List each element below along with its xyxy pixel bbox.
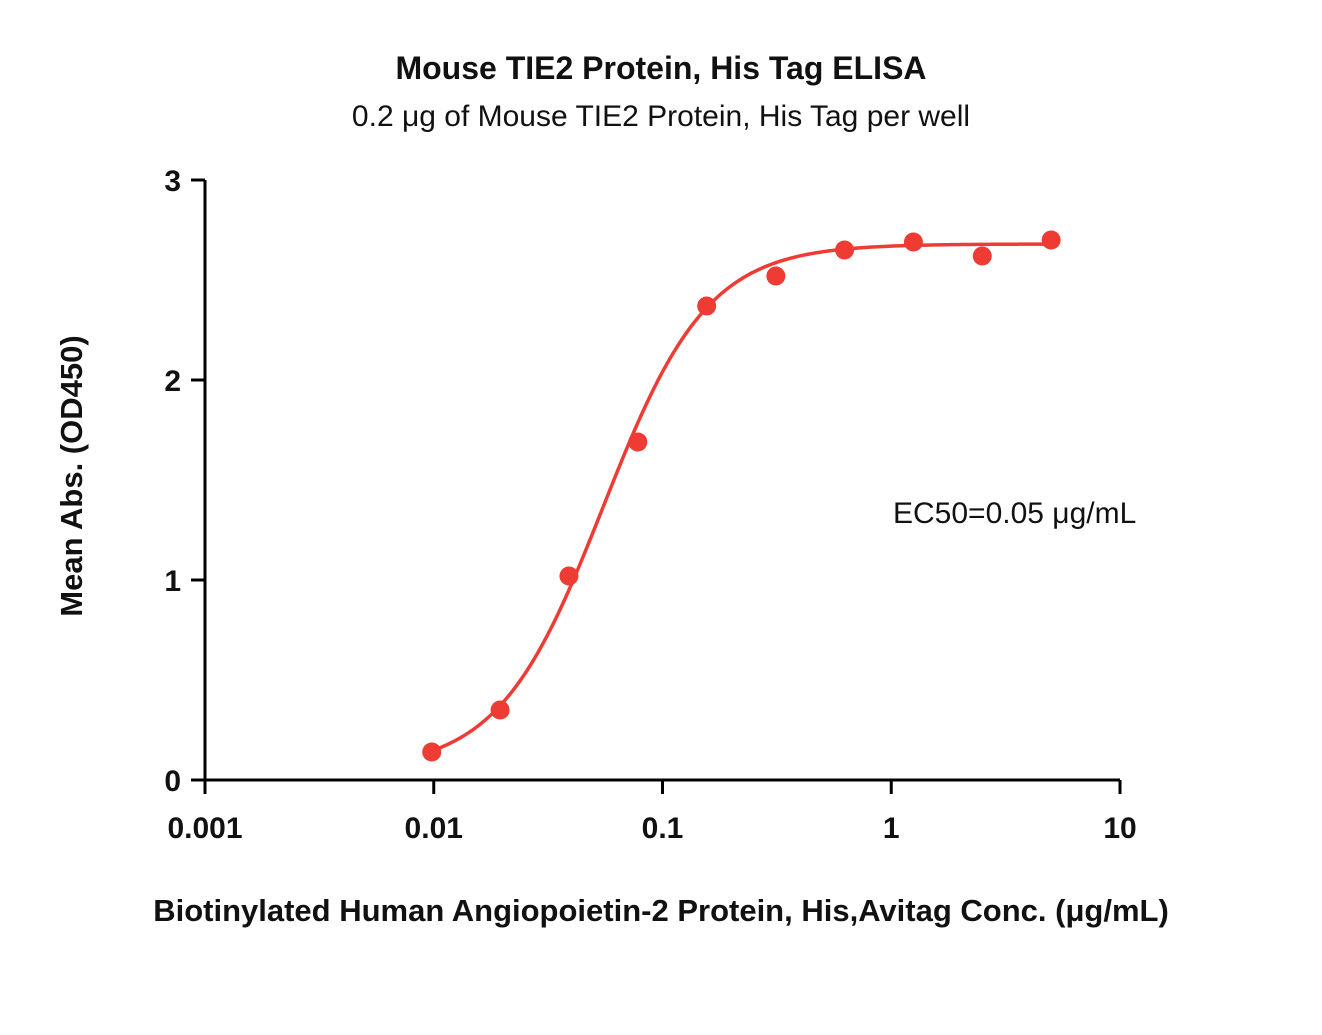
y-tick-label: 1 xyxy=(164,565,181,598)
data-point xyxy=(766,266,786,286)
chart-subtitle: 0.2 μg of Mouse TIE2 Protein, His Tag pe… xyxy=(351,100,971,133)
data-point xyxy=(559,566,579,586)
data-point xyxy=(972,246,992,266)
fit-curve xyxy=(429,242,1053,753)
x-tick-label: 0.001 xyxy=(167,812,242,845)
y-tick-label: 2 xyxy=(164,365,181,398)
data-point xyxy=(490,700,510,720)
data-point xyxy=(835,240,855,260)
y-tick-label: 3 xyxy=(164,165,181,198)
x-axis-label: Biotinylated Human Angiopoietin-2 Protei… xyxy=(153,893,1169,928)
data-point xyxy=(422,742,442,762)
data-point xyxy=(697,296,717,316)
data-point xyxy=(628,432,648,452)
x-tick-label: 10 xyxy=(1103,812,1136,845)
x-tick-label: 1 xyxy=(883,812,900,845)
chart-title: Mouse TIE2 Protein, His Tag ELISA xyxy=(395,50,927,86)
y-tick-label: 0 xyxy=(164,765,181,798)
x-tick-label: 0.1 xyxy=(642,812,684,845)
data-point xyxy=(1041,230,1061,250)
data-point xyxy=(903,232,923,252)
ec50-annotation: EC50=0.05 μg/mL xyxy=(893,497,1137,530)
y-axis-label: Mean Abs. (OD450) xyxy=(54,335,89,617)
x-tick-label: 0.01 xyxy=(405,812,463,845)
